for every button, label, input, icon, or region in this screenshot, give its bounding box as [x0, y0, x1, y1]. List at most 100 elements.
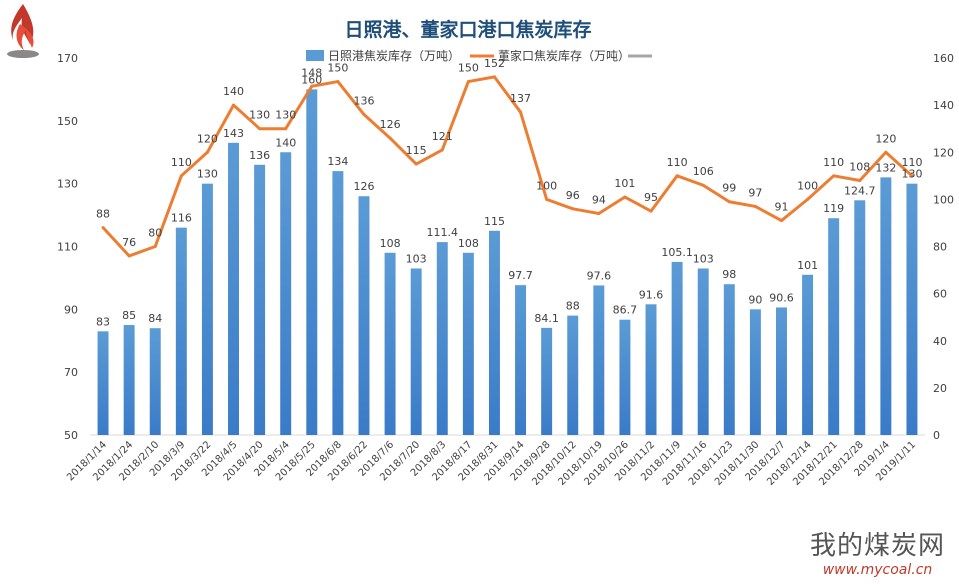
flame-logo-icon — [7, 4, 39, 58]
line-data-label: 108 — [849, 161, 870, 174]
line-point — [675, 174, 679, 178]
y-left-tick-label: 170 — [57, 52, 78, 65]
legend-line-label: 董家口焦炭库存（万吨） — [498, 48, 630, 63]
line-point — [910, 174, 914, 178]
line-point — [466, 80, 470, 84]
bar-data-label: 130 — [197, 168, 218, 181]
bar — [880, 177, 892, 435]
bar-data-label: 84 — [148, 312, 162, 325]
bar-data-label: 115 — [484, 215, 505, 228]
line-data-label: 126 — [380, 118, 401, 131]
line-data-label: 121 — [432, 130, 453, 143]
bar — [828, 218, 840, 435]
bar — [436, 242, 448, 435]
line-data-label: 140 — [223, 85, 244, 98]
y-right-tick-label: 20 — [933, 382, 947, 395]
line-data-label: 110 — [901, 156, 922, 169]
line-data-label: 110 — [171, 156, 192, 169]
line-data-label: 115 — [406, 144, 427, 157]
line-point — [753, 204, 757, 208]
bar — [723, 284, 735, 435]
bar-data-label: 84.1 — [534, 312, 559, 325]
bar-data-label: 119 — [823, 202, 844, 215]
line-data-label: 99 — [722, 182, 736, 195]
bar — [332, 171, 344, 435]
bar — [280, 152, 292, 435]
y-right-tick-label: 0 — [933, 429, 940, 442]
line-data-label: 120 — [875, 132, 896, 145]
line-point — [701, 183, 705, 187]
line-data-label: 80 — [148, 227, 162, 240]
line-point — [388, 136, 392, 140]
line-data-label: 100 — [536, 179, 557, 192]
watermark: 我的煤炭网 www.mycoal.cn — [810, 525, 945, 578]
bar — [410, 268, 422, 435]
bar-data-label: 86.7 — [613, 304, 638, 317]
line-point — [284, 127, 288, 131]
line-point — [858, 179, 862, 183]
line-point — [258, 127, 262, 131]
line-point — [545, 197, 549, 201]
line-data-label: 88 — [96, 208, 110, 221]
line-point — [127, 254, 131, 258]
line-data-label: 150 — [458, 62, 479, 75]
line-point — [179, 174, 183, 178]
line-point — [832, 174, 836, 178]
chart-title: 日照港、董家口港口焦炭库存 — [344, 18, 591, 41]
bar-data-label: 108 — [380, 237, 401, 250]
bar-data-label: 98 — [722, 268, 736, 281]
bar-data-label: 90.6 — [769, 291, 794, 304]
bar — [776, 307, 787, 435]
y-right-tick-label: 120 — [933, 146, 954, 159]
bar — [228, 142, 239, 435]
bar-data-label: 108 — [458, 237, 479, 250]
line-data-label: 101 — [614, 177, 635, 190]
bar-data-label: 143 — [223, 127, 244, 140]
bar-data-label: 111.4 — [427, 226, 459, 239]
bar — [149, 328, 161, 435]
bar — [462, 252, 474, 435]
bar-data-label: 88 — [566, 300, 580, 313]
line-data-label: 137 — [510, 92, 531, 105]
y-left-tick-label: 130 — [57, 178, 78, 191]
y-right-tick-label: 40 — [933, 335, 947, 348]
y-left-tick-label: 150 — [57, 115, 78, 128]
line-data-label: 136 — [353, 95, 374, 108]
legend-bar-swatch — [306, 50, 324, 61]
y-right-tick-label: 60 — [933, 288, 947, 301]
bar — [488, 230, 500, 435]
line-point — [779, 219, 783, 223]
line-data-label: 95 — [644, 191, 658, 204]
line-data-label: 148 — [301, 66, 322, 79]
bar — [567, 315, 579, 435]
bar — [306, 89, 318, 436]
line-point — [153, 245, 157, 248]
y-left-tick-label: 70 — [64, 366, 78, 379]
line-point — [440, 148, 444, 152]
bar-data-label: 97.6 — [587, 269, 612, 282]
line-data-label: 150 — [327, 62, 348, 75]
watermark-name: 我的煤炭网 — [809, 531, 945, 561]
bar — [619, 319, 631, 435]
line-point — [414, 162, 418, 166]
line-point — [362, 113, 366, 117]
bar — [123, 325, 135, 435]
bar-data-label: 101 — [797, 259, 818, 272]
line-point — [884, 150, 888, 154]
line-point — [232, 103, 236, 107]
bar — [749, 309, 761, 435]
bar-data-label: 91.6 — [639, 288, 664, 301]
line-point — [519, 110, 523, 114]
y-right-tick-label: 100 — [933, 193, 954, 206]
bar-data-label: 124.7 — [844, 184, 876, 197]
line-data-label: 94 — [592, 194, 606, 207]
bar — [906, 183, 918, 435]
bar — [593, 285, 605, 435]
bar-data-label: 103 — [406, 252, 427, 265]
line-data-label: 106 — [693, 165, 714, 178]
bar-data-label: 126 — [353, 180, 374, 193]
line-data-label: 76 — [122, 236, 136, 249]
bar-data-label: 97.7 — [508, 269, 533, 282]
bar — [358, 196, 370, 435]
